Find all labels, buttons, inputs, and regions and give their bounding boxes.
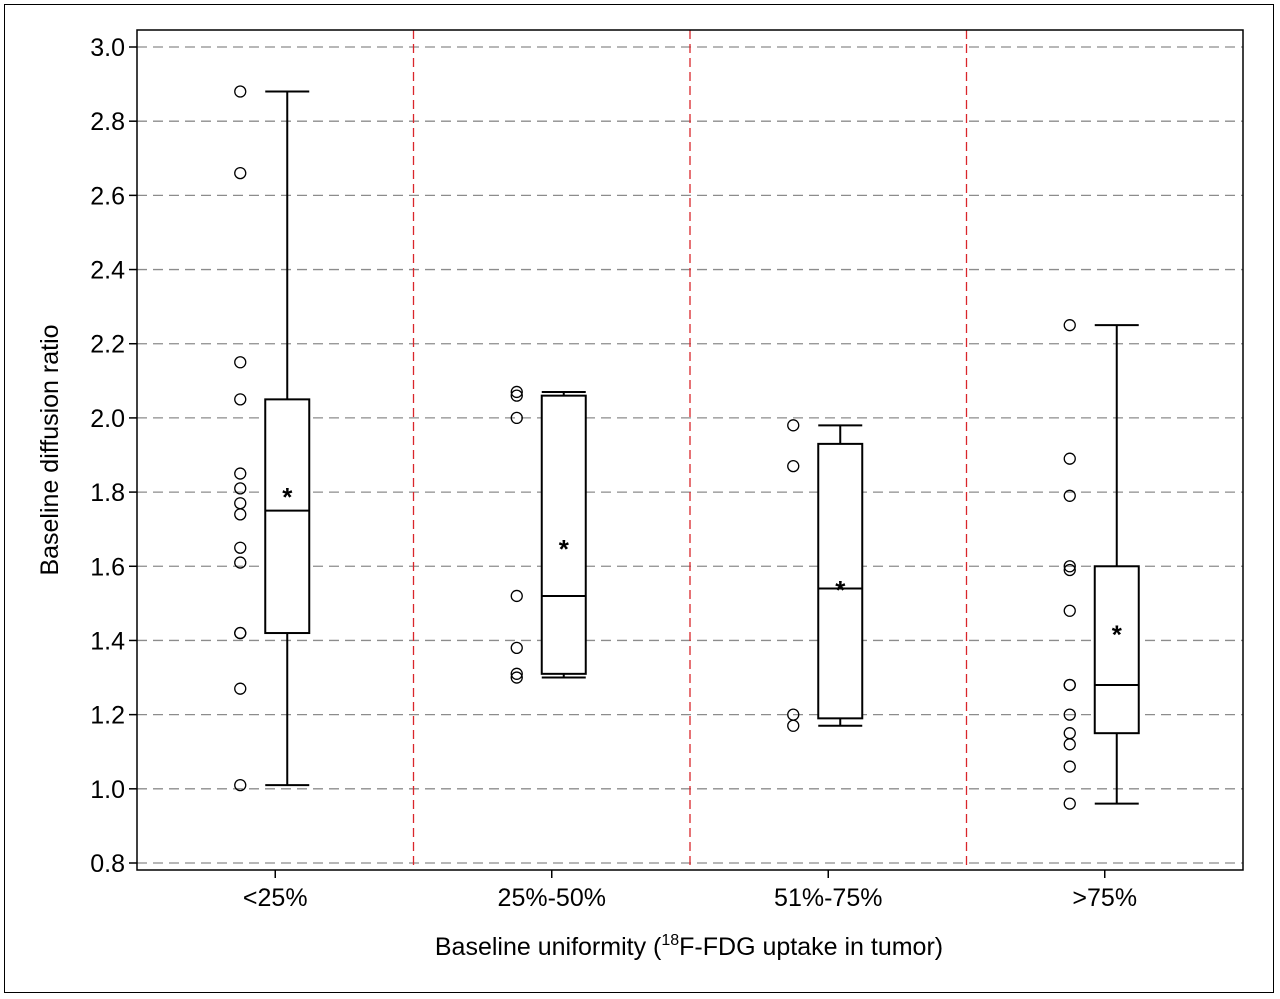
- data-point: [1063, 563, 1076, 577]
- data-point: [1063, 489, 1076, 502]
- plot-area: [136, 29, 1244, 871]
- data-point: [234, 541, 247, 554]
- data-point: [1063, 319, 1076, 332]
- y-tick-label: 1.4: [90, 627, 125, 655]
- y-tick-label: 0.8: [90, 850, 125, 878]
- data-point: [510, 411, 523, 425]
- interquartile-box: [264, 398, 311, 635]
- data-point: [510, 385, 523, 399]
- x-tick-label: 25%-50%: [498, 884, 606, 912]
- data-point: [234, 778, 247, 792]
- data-point: [510, 667, 523, 680]
- x-axis-ticks: <25% 25%-50% 51%-75% >75%: [243, 870, 1137, 912]
- y-tick-label: 3.0: [90, 34, 125, 62]
- y-tick-label: 1.8: [90, 479, 125, 507]
- interquartile-box: [1093, 565, 1140, 735]
- y-axis-label: Baseline diffusion ratio: [36, 324, 64, 575]
- y-tick-label: 2.6: [90, 182, 125, 210]
- data-point: [787, 419, 800, 432]
- data-point: [787, 459, 800, 473]
- data-point: [510, 589, 523, 603]
- data-point: [510, 389, 523, 402]
- category-separators: [412, 30, 968, 870]
- box-group: *: [234, 85, 311, 792]
- data-point: [234, 467, 247, 480]
- data-point: [234, 626, 247, 640]
- y-tick-label: 2.4: [90, 257, 125, 285]
- data-point: [1063, 708, 1076, 721]
- data-point: [234, 356, 247, 369]
- data-point: [234, 682, 247, 695]
- y-tick-label: 1.6: [90, 553, 125, 581]
- y-axis-ticks: 0.8 1.0 1.2 1.4 1.6 1.8 2.0 2.2 2.4 2.6 2.8 3.0: [90, 34, 137, 878]
- data-point: [234, 85, 247, 98]
- data-point: [1063, 560, 1076, 573]
- x-tick-label: <25%: [243, 884, 308, 912]
- box-group: *: [787, 419, 864, 732]
- x-axis-label-suffix: F-FDG uptake in tumor): [679, 933, 943, 961]
- data-point: [234, 166, 247, 180]
- x-axis-label-prefix: Baseline uniformity (: [435, 933, 662, 961]
- figure-frame: [4, 4, 1274, 993]
- data-point: [234, 508, 247, 521]
- data-point: [234, 497, 247, 510]
- data-point: [1063, 738, 1076, 751]
- y-tick-label: 2.0: [90, 405, 125, 433]
- y-tick-label: 2.8: [90, 108, 125, 136]
- mean-marker: *: [282, 482, 293, 512]
- x-axis-label: Baseline uniformity (18F-FDG uptake in t…: [435, 932, 943, 961]
- interquartile-box: [540, 394, 587, 675]
- mean-marker: *: [835, 575, 846, 605]
- data-point: [1063, 452, 1076, 465]
- box-group: *: [1063, 319, 1140, 810]
- x-axis-label-superscript: 18: [661, 932, 679, 949]
- data-point: [1063, 678, 1076, 692]
- data-point: [1063, 727, 1076, 740]
- data-point: [510, 671, 523, 684]
- mean-marker: *: [1112, 619, 1123, 649]
- interquartile-box: [817, 442, 864, 720]
- data-point: [1063, 797, 1076, 810]
- data-point: [510, 641, 523, 655]
- data-point: [234, 556, 247, 569]
- data-point: [1063, 604, 1076, 617]
- y-tick-label: 2.2: [90, 331, 125, 359]
- box-group: *: [510, 385, 587, 684]
- y-tick-label: 1.0: [90, 776, 125, 804]
- data-point: [234, 393, 247, 406]
- mean-marker: *: [559, 534, 570, 564]
- data-point: [234, 482, 247, 495]
- y-tick-label: 1.2: [90, 702, 125, 730]
- x-tick-label: >75%: [1072, 884, 1137, 912]
- data-point: [1063, 760, 1076, 773]
- box-series: * * * *: [234, 85, 1140, 810]
- data-point: [787, 719, 800, 732]
- x-tick-label: 51%-75%: [774, 884, 882, 912]
